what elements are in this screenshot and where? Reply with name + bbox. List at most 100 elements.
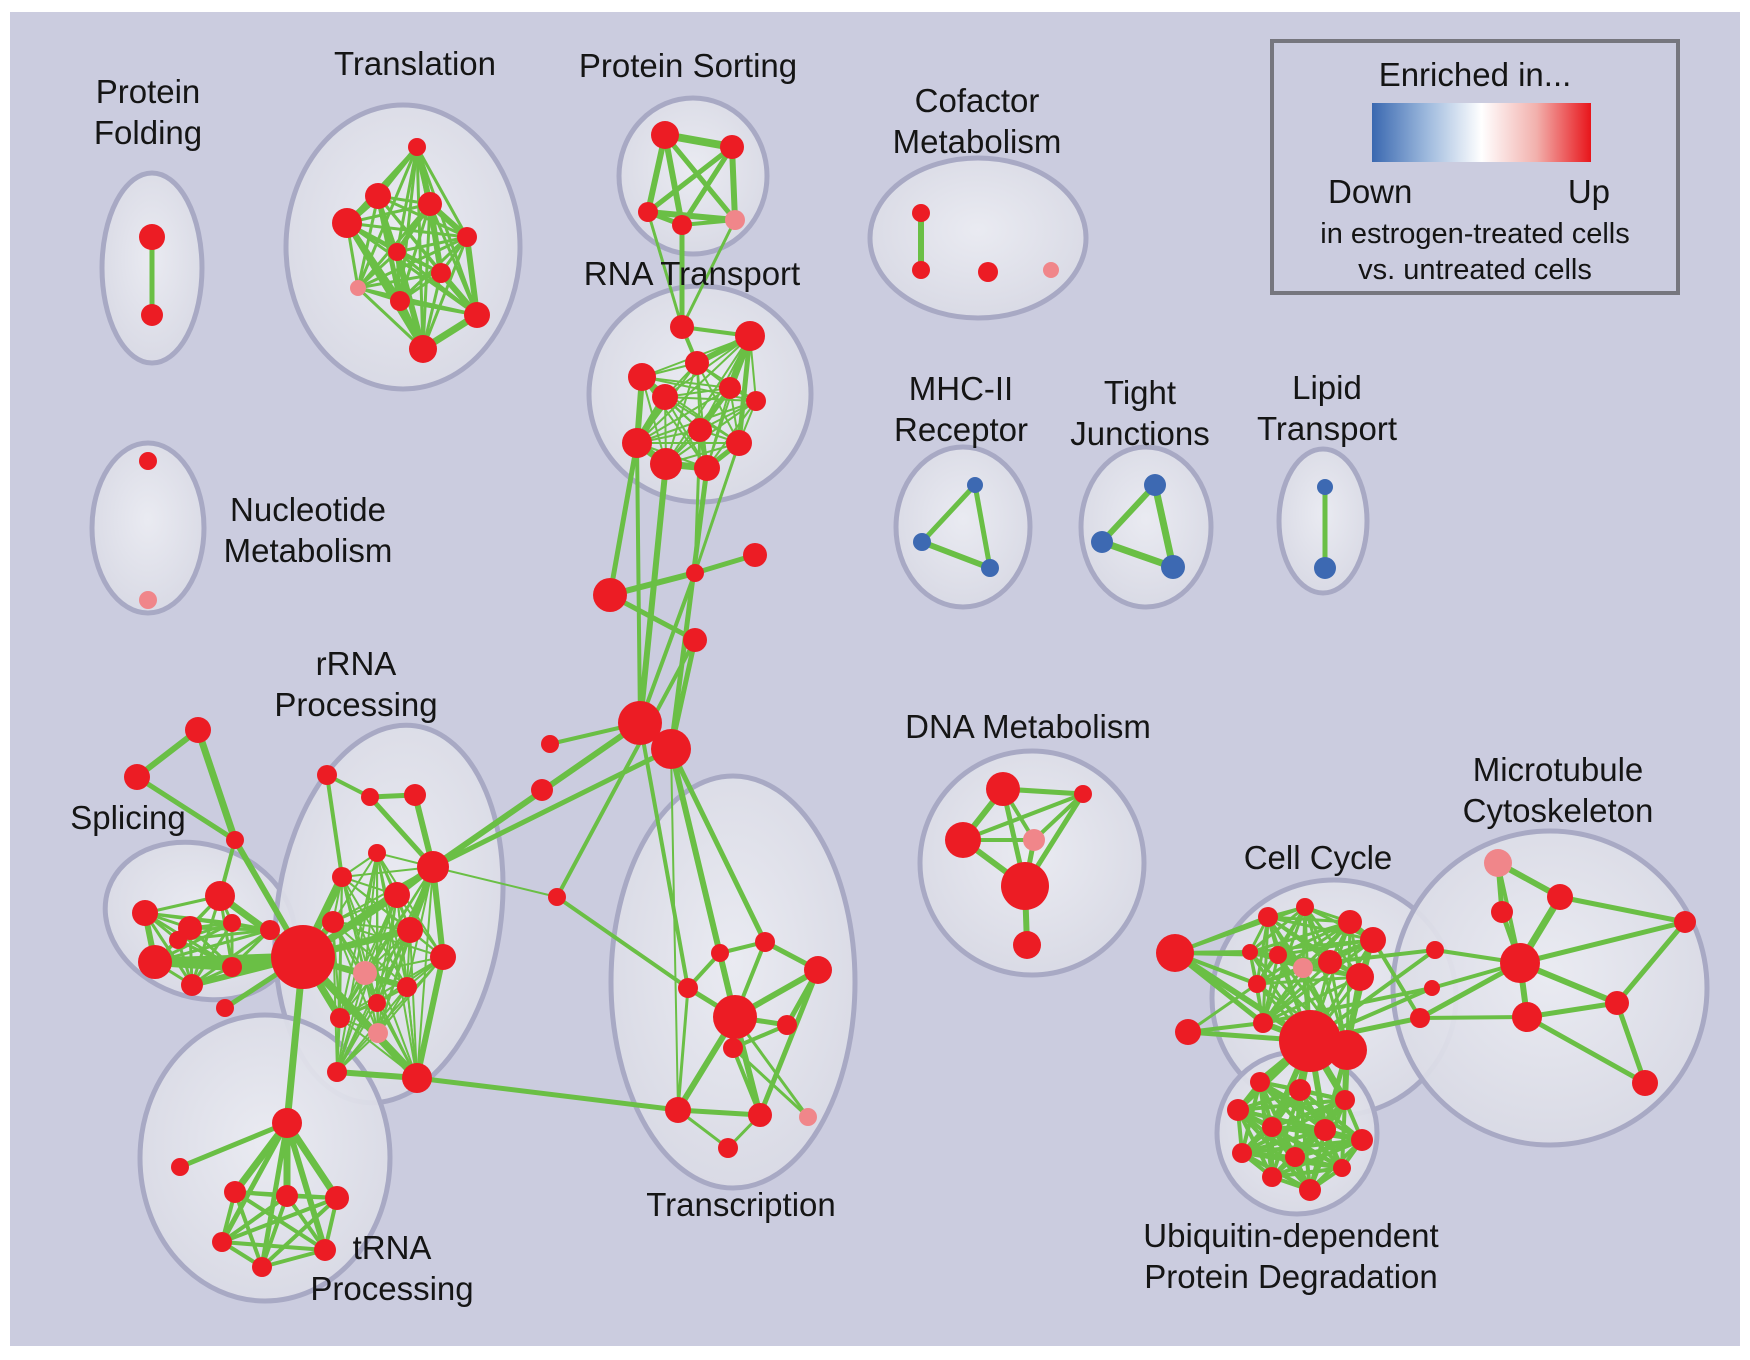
- edge: [395, 235, 469, 254]
- edge: [409, 929, 418, 1079]
- gene-set-node-33: [1043, 262, 1059, 278]
- gene-set-node-9: [350, 280, 366, 296]
- gene-set-node-126: [1547, 884, 1573, 910]
- cluster-label-cofactor-metabolism: Metabolism: [893, 123, 1062, 160]
- cluster-mhc-ii-receptor: [893, 444, 1033, 610]
- edge: [731, 1046, 762, 1117]
- cluster-label-ubiquitin-dependent-protein-degradation: Ubiquitin-dependent: [1143, 1217, 1438, 1254]
- cluster-label-rrna-processing: Processing: [274, 686, 437, 723]
- gene-set-node-110: [1258, 907, 1278, 927]
- gene-set-node-89: [541, 735, 559, 753]
- gene-set-node-139: [1262, 1117, 1282, 1137]
- edge: [693, 441, 741, 575]
- edge: [736, 333, 753, 446]
- edge: [1270, 1138, 1364, 1179]
- edge: [220, 1194, 289, 1244]
- edge: [729, 144, 738, 223]
- cluster-cofactor-metabolism: [867, 155, 1089, 321]
- legend-up-label: Up: [1567, 173, 1610, 210]
- edge: [356, 286, 425, 351]
- edge: [638, 571, 697, 725]
- gene-set-node-61: [332, 867, 352, 887]
- gene-set-node-54: [260, 920, 280, 940]
- gene-set-node-127: [1491, 901, 1513, 923]
- edge: [364, 972, 418, 1079]
- gene-set-node-39: [1161, 555, 1185, 579]
- gene-set-node-108: [1013, 931, 1041, 959]
- legend-down-label: Down: [1328, 173, 1413, 210]
- gene-set-node-29: [694, 455, 720, 481]
- cluster-label-nucleotide-metabolism: Metabolism: [224, 532, 393, 569]
- edge: [1099, 482, 1158, 545]
- gene-set-node-37: [1144, 474, 1166, 496]
- edge: [190, 921, 234, 987]
- edge: [336, 1002, 378, 1073]
- cluster-label-lipid-transport: Transport: [1257, 410, 1397, 447]
- edge: [428, 202, 479, 317]
- gene-set-node-124: [1175, 1019, 1201, 1045]
- gene-set-node-3: [365, 183, 391, 209]
- gene-set-node-131: [1605, 991, 1629, 1015]
- edge: [1524, 1014, 1648, 1086]
- gene-set-node-112: [1338, 910, 1362, 934]
- gene-set-node-24: [746, 391, 766, 411]
- edge: [406, 986, 418, 1079]
- edge: [670, 748, 679, 1111]
- gene-set-node-105: [945, 822, 981, 858]
- gene-set-node-87: [618, 701, 662, 745]
- gene-set-node-111: [1296, 898, 1314, 916]
- cluster-label-protein-folding: Protein: [96, 73, 201, 110]
- gene-set-node-27: [726, 430, 752, 456]
- gene-set-node-19: [735, 321, 765, 351]
- gene-set-node-60: [368, 844, 386, 862]
- gene-set-node-43: [139, 591, 157, 609]
- gene-set-node-42: [139, 452, 157, 470]
- gene-set-node-114: [1242, 944, 1258, 960]
- edge: [464, 234, 480, 318]
- gene-set-node-74: [216, 999, 234, 1017]
- edge: [1248, 920, 1352, 954]
- gene-set-node-91: [548, 888, 566, 906]
- gene-set-node-67: [397, 977, 417, 997]
- edge: [364, 956, 444, 974]
- gene-set-node-21: [685, 351, 709, 375]
- cluster-label-splicing: Splicing: [70, 799, 186, 836]
- edge: [919, 482, 978, 545]
- gene-set-node-115: [1269, 946, 1287, 964]
- edge: [339, 956, 444, 1019]
- gene-set-node-58: [361, 788, 379, 806]
- gene-set-node-95: [804, 956, 832, 984]
- edge: [430, 746, 674, 870]
- cluster-label-rrna-processing: rRNA: [316, 645, 397, 682]
- gene-set-node-55: [169, 931, 187, 949]
- edge: [555, 895, 690, 990]
- edge: [668, 465, 710, 752]
- gene-set-node-130: [1424, 980, 1440, 996]
- gene-set-node-129: [1426, 941, 1444, 959]
- gene-set-node-4: [418, 192, 442, 216]
- edge: [1186, 982, 1259, 1034]
- gene-set-node-7: [388, 243, 406, 261]
- gene-set-node-146: [1299, 1179, 1321, 1201]
- edge: [1255, 960, 1332, 986]
- gene-set-node-102: [718, 1138, 738, 1158]
- cluster-label-trna-processing: Processing: [310, 1270, 473, 1307]
- gene-set-node-48: [205, 881, 235, 911]
- gene-set-node-97: [777, 1015, 797, 1035]
- gene-set-node-14: [720, 135, 744, 159]
- edge: [432, 866, 558, 898]
- gene-set-node-125: [1484, 849, 1512, 877]
- cluster-nucleotide-metabolism: [89, 440, 207, 616]
- gene-set-node-25: [688, 418, 712, 442]
- legend-caption-line1: in estrogen-treated cells: [1320, 218, 1630, 250]
- edge: [260, 1196, 339, 1269]
- gene-set-node-80: [212, 1232, 232, 1252]
- gene-set-node-93: [711, 944, 729, 962]
- edge: [177, 1120, 290, 1170]
- cluster-label-mhc-ii-receptor: Receptor: [894, 411, 1028, 448]
- gene-set-node-5: [332, 208, 362, 238]
- edge: [220, 1240, 327, 1252]
- cluster-label-ubiquitin-dependent-protein-degradation: Protein Degradation: [1144, 1258, 1438, 1295]
- gene-set-node-136: [1289, 1079, 1311, 1101]
- layer-nodes: [124, 121, 1696, 1277]
